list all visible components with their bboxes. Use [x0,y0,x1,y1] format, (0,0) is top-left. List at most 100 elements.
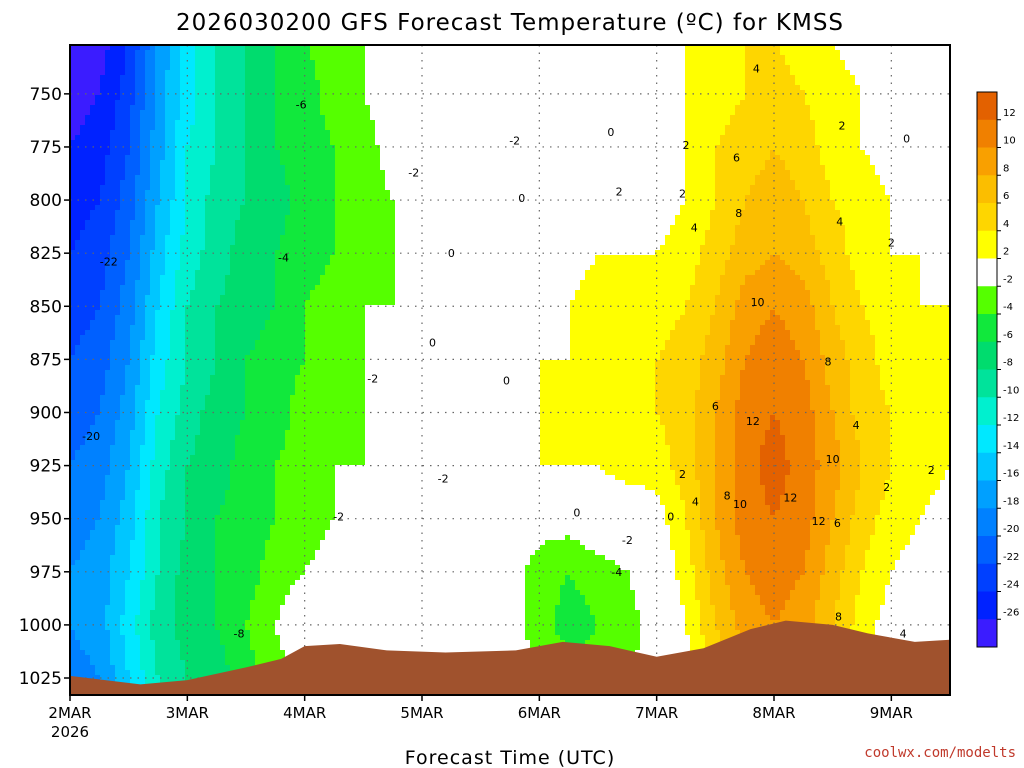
field-cell [115,155,121,161]
field-cell [300,75,306,81]
field-cell [275,145,281,151]
field-cell [575,90,581,96]
field-cell [350,45,356,51]
field-cell [200,120,206,126]
field-cell [80,100,86,106]
field-cell [845,75,851,81]
field-cell [490,45,496,51]
field-cell [835,175,841,181]
field-cell [160,45,166,51]
field-cell [555,50,561,56]
field-cell [305,180,311,186]
field-cell [520,105,526,111]
field-cell [335,160,341,166]
field-cell [245,105,251,111]
field-cell [270,75,276,81]
field-cell [920,100,926,106]
field-cell [245,75,251,81]
field-cell [880,165,886,171]
field-cell [320,65,326,71]
field-cell [135,105,141,111]
field-cell [190,110,196,116]
field-cell [100,150,106,156]
field-cell [235,130,241,136]
field-cell [690,160,696,166]
field-cell [930,160,936,166]
field-cell [315,120,321,126]
field-cell [185,105,191,111]
field-cell [215,50,221,56]
field-cell [320,165,326,171]
field-cell [875,120,881,126]
field-cell [410,110,416,116]
field-cell [150,90,156,96]
field-cell [780,60,786,66]
field-cell [240,85,246,91]
field-cell [155,65,161,71]
field-cell [650,135,656,141]
field-cell [190,105,196,111]
field-cell [595,55,601,61]
field-cell [560,75,566,81]
field-cell [80,105,86,111]
field-cell [875,150,881,156]
field-cell [80,160,86,166]
field-cell [430,65,436,71]
field-cell [540,165,546,171]
field-cell [80,170,86,176]
field-cell [230,180,236,186]
field-cell [100,140,106,146]
field-cell [220,165,226,171]
field-cell [740,50,746,56]
field-cell [915,75,921,81]
field-cell [900,120,906,126]
field-cell [455,100,461,106]
field-cell [870,55,876,61]
field-cell [715,70,721,76]
field-cell [720,100,726,106]
field-cell [585,175,591,181]
field-cell [900,110,906,116]
field-cell [905,65,911,71]
field-cell [845,115,851,121]
field-cell [835,95,841,101]
field-cell [560,110,566,116]
field-cell [460,125,466,131]
field-cell [380,170,386,176]
field-cell [600,95,606,101]
field-cell [150,145,156,151]
field-cell [895,130,901,136]
field-cell [310,105,316,111]
field-cell [800,180,806,186]
field-cell [210,115,216,121]
field-cell [605,155,611,161]
field-cell [585,165,591,171]
field-cell [275,100,281,106]
field-cell [580,70,586,76]
field-cell [500,160,506,166]
field-cell [900,115,906,121]
field-cell [310,100,316,106]
field-cell [490,90,496,96]
field-cell [370,135,376,141]
field-cell [590,135,596,141]
field-cell [450,130,456,136]
field-cell [85,170,91,176]
field-cell [185,130,191,136]
field-cell [940,175,946,181]
field-cell [90,55,96,61]
field-cell [250,160,256,166]
field-cell [225,85,231,91]
field-cell [315,95,321,101]
field-cell [705,105,711,111]
field-cell [645,150,651,156]
field-cell [845,50,851,56]
field-cell [770,75,776,81]
field-cell [535,180,541,186]
field-cell [695,140,701,146]
field-cell [210,185,216,191]
field-cell [500,165,506,171]
field-cell [450,135,456,141]
field-cell [295,80,301,86]
field-cell [130,80,136,86]
